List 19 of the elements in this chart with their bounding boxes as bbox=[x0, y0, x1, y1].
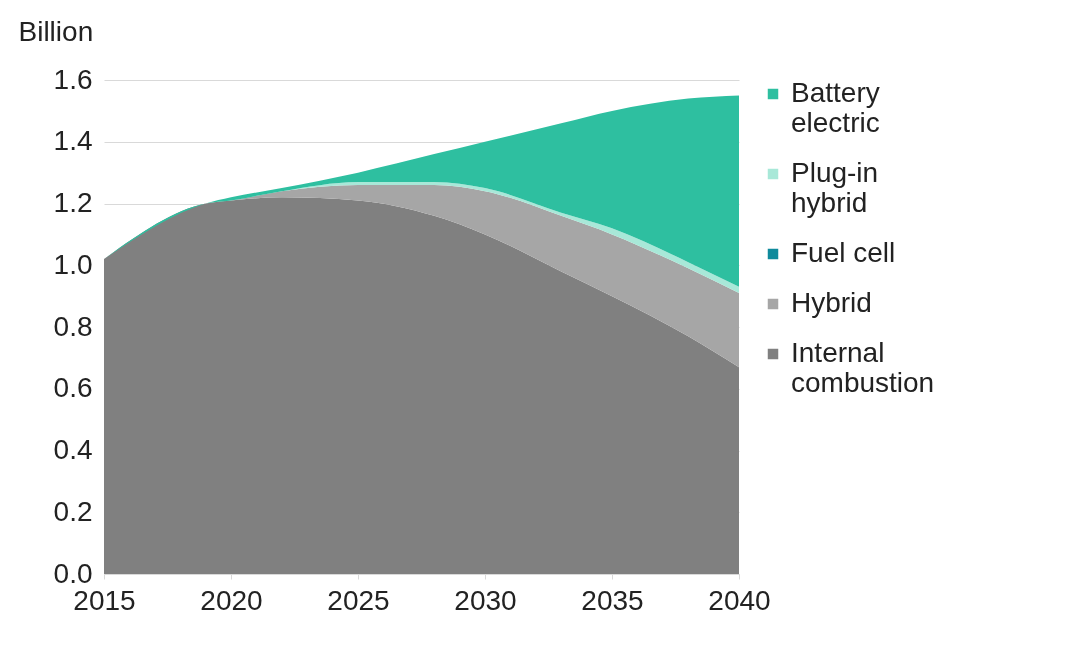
x-tick-label: 2020 bbox=[200, 584, 263, 616]
y-tick-label: 1.6 bbox=[53, 63, 93, 95]
y-tick-label: 0.6 bbox=[53, 372, 93, 404]
x-tick-label: 2035 bbox=[581, 584, 644, 616]
y-tick-label: 0.8 bbox=[53, 310, 93, 342]
legend-label: Hybrid bbox=[791, 287, 872, 318]
legend-label: Internal combustion bbox=[791, 337, 935, 398]
y-axis-title: Billion bbox=[18, 15, 94, 47]
y-tick-label: 0.2 bbox=[53, 495, 93, 527]
legend-label: Fuel cell bbox=[791, 237, 896, 268]
y-tick-label: 0.4 bbox=[53, 434, 93, 465]
y-tick-label: 1.4 bbox=[53, 125, 93, 157]
y-tick-label: 1.0 bbox=[53, 248, 93, 280]
x-tick-label: 2025 bbox=[327, 584, 390, 616]
y-tick-label: 1.2 bbox=[53, 187, 93, 218]
x-tick-label: 2040 bbox=[708, 584, 771, 616]
legend-label: Plug-in hybrid bbox=[791, 157, 879, 218]
x-tick-label: 2030 bbox=[454, 584, 517, 616]
legend-label: Battery electric bbox=[791, 77, 880, 138]
